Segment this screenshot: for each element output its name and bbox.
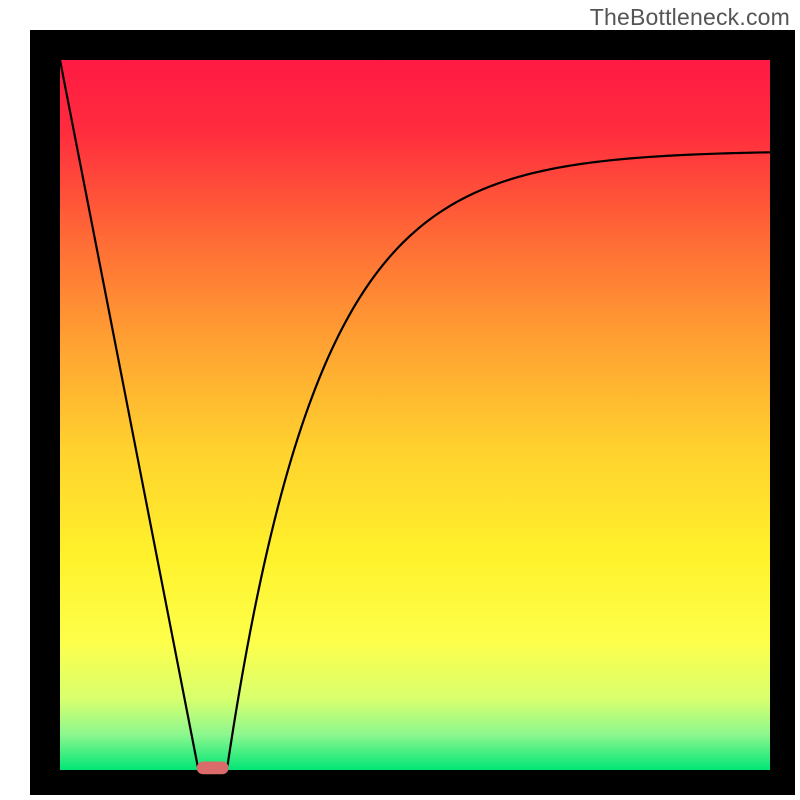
chart-svg <box>0 0 800 800</box>
bottleneck-marker <box>197 761 229 774</box>
gradient-background <box>60 60 770 770</box>
chart-container: TheBottleneck.com <box>0 0 800 800</box>
watermark-text: TheBottleneck.com <box>590 4 790 31</box>
